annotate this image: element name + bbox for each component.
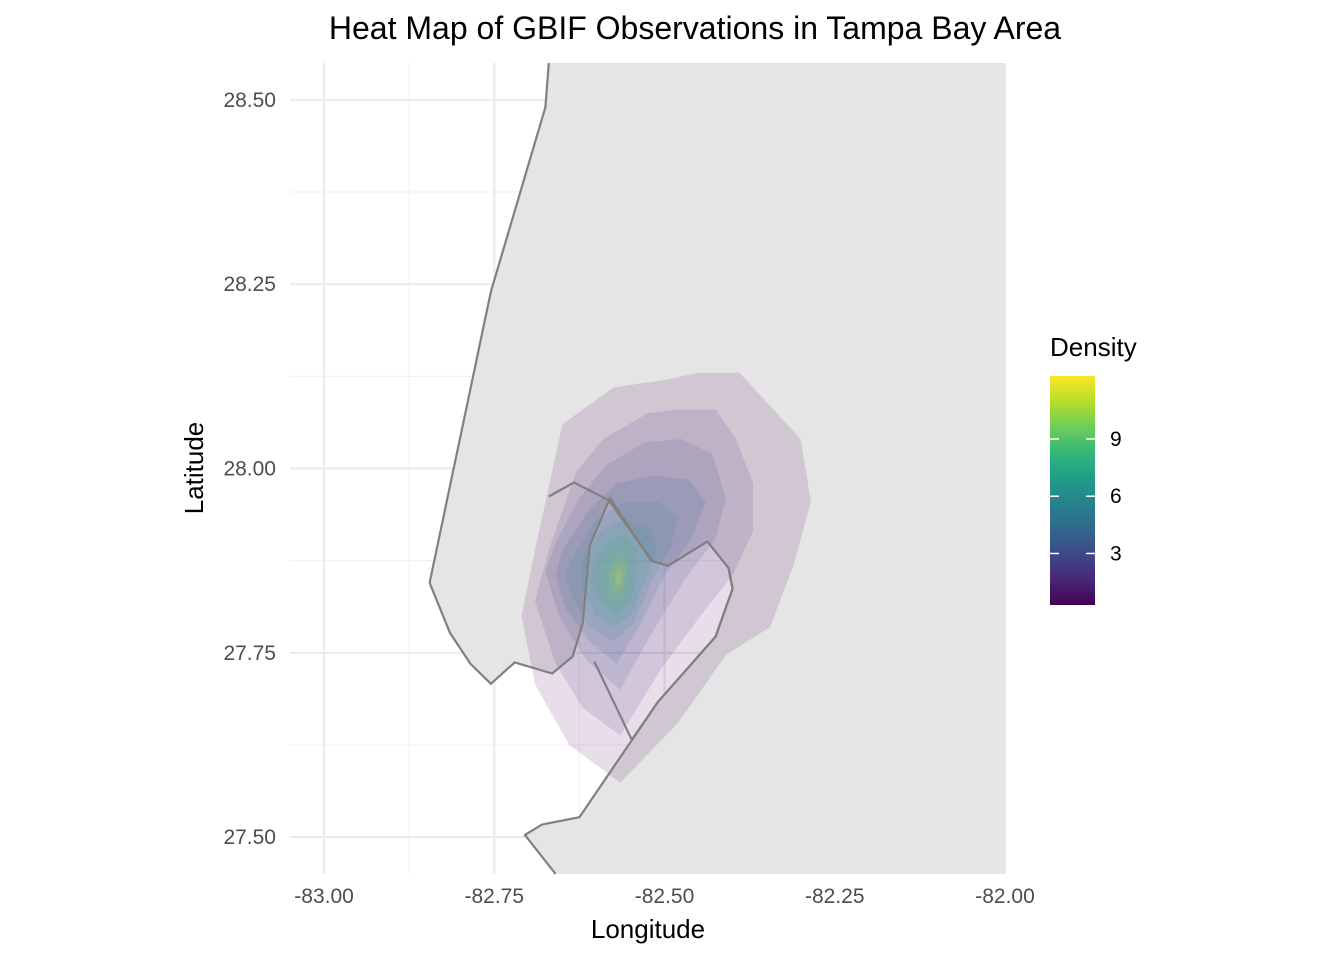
y-tick-label: 27.75: [223, 642, 276, 665]
density-contour-level-4: [555, 475, 706, 664]
y-tick-label: 28.25: [223, 273, 276, 296]
x-tick-label: -82.50: [635, 885, 695, 908]
y-tick-label: 28.00: [223, 458, 276, 481]
density-contour-level-8: [601, 547, 631, 608]
x-axis-ticks: -83.00 -82.75 -82.50 -82.25 -82.00: [294, 885, 1034, 908]
density-contour-level-1: [521, 372, 811, 783]
x-tick-label: -82.25: [805, 885, 865, 908]
legend-colorbar: [1050, 376, 1095, 605]
legend-ticks: 9 6 3: [1050, 428, 1122, 565]
density-contour-level-10: [614, 567, 623, 587]
x-tick-label: -83.00: [294, 885, 354, 908]
density-contour-level-6: [582, 520, 658, 627]
y-tick-label: 27.50: [223, 826, 276, 849]
x-axis-title: Longitude: [591, 914, 705, 944]
density-contour-level-3: [545, 439, 726, 690]
y-axis-ticks: 27.50 27.75 28.00 28.25 28.50: [223, 89, 276, 849]
density-contour-level-9: [608, 558, 627, 596]
old-tampa-bay-outline: [548, 481, 734, 741]
chart-title: Heat Map of GBIF Observations in Tampa B…: [329, 10, 1061, 46]
y-tick-label: 28.50: [223, 89, 276, 112]
y-axis-title: Latitude: [179, 422, 209, 515]
legend-tick-label: 3: [1110, 542, 1122, 565]
x-tick-label: -82.00: [975, 885, 1035, 908]
legend-tick-label: 9: [1110, 428, 1122, 451]
legend: Density 9 6 3: [1050, 332, 1137, 605]
plot-panel: [428, 62, 1006, 875]
density-contour-level-7: [593, 534, 638, 616]
legend-tick-label: 6: [1110, 485, 1122, 508]
legend-title: Density: [1050, 332, 1137, 362]
land-area: [429, 63, 1006, 874]
x-tick-label: -82.75: [465, 885, 525, 908]
